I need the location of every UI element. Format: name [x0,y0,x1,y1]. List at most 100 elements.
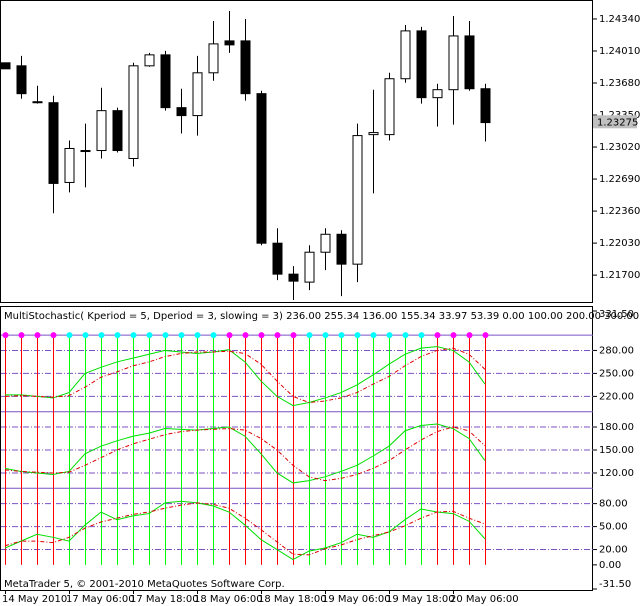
y-tick-label: 50.00 [599,522,628,533]
candle-body [48,102,59,184]
candle-body [448,35,459,91]
y-tick-label: 220.00 [599,391,634,402]
x-tick-label: 17 May 06:00 [66,594,135,605]
current-price-box [593,115,637,129]
stochastic-line [4,502,486,556]
y-tick-label: 250.00 [599,368,634,379]
candle-body [80,150,91,153]
y-tick-label: -31.50 [599,579,631,590]
signal-dot [450,332,457,339]
y-tick-label: 20.00 [599,545,628,556]
candle-body [112,110,123,152]
y-tick-label: 1.22360 [599,206,640,217]
signal-dot [34,332,41,339]
x-tick-label: 14 May 2010 [2,594,67,605]
y-tick-label: 1.22690 [599,174,640,185]
candle-body [32,101,43,104]
candle-body [0,62,11,70]
candle-body [256,93,267,244]
candle-body [432,89,443,99]
candle-body [384,78,395,136]
signal-dot [482,332,489,339]
candle-body [320,233,331,253]
x-tick-label: 18 May 18:00 [258,594,327,605]
signal-dot [50,332,57,339]
price-panel [0,0,593,303]
indicator-header: MultiStochastic( Kperiod = 5, Dperiod = … [4,311,642,322]
signal-dot [194,332,201,339]
x-tick-label: 20 May 06:00 [450,594,519,605]
x-tick-label: 19 May 06:00 [322,594,391,605]
y-tick-label: 1.22030 [599,238,640,249]
candle-body [176,107,187,117]
signal-dot [354,332,361,339]
y-tick-label: 1.24010 [599,46,640,57]
signal-dot [98,332,105,339]
candle-body [208,43,219,74]
candle-body [224,40,235,46]
x-tick-label: 19 May 18:00 [386,594,455,605]
candle-body [272,242,283,275]
signal-dot [66,332,73,339]
candle-body [160,54,171,109]
current-price-label: 1.23275 [597,117,638,128]
stochastic-line [4,423,486,484]
y-tick-label: 280.00 [599,345,634,356]
signal-dot [434,332,441,339]
candle-body [128,65,139,159]
candle-body [464,35,475,90]
signal-dot [210,332,217,339]
y-tick-label: 120.00 [599,468,634,479]
candle-body [352,135,363,265]
signal-dot [370,332,377,339]
candle-body [480,88,491,124]
signal-dot [130,332,137,339]
candle-body [144,54,155,67]
candle-body [336,233,347,265]
y-tick-label: 0.00 [599,560,621,571]
candle-body [368,132,379,136]
signal-dot [386,332,393,339]
candle-body [416,30,427,99]
signal-dot [466,332,473,339]
stochastic-line [4,500,486,561]
signal-dot [226,332,233,339]
candle-body [96,110,107,152]
signal-dot [418,332,425,339]
signal-dot [290,332,297,339]
y-tick-label: 1.23680 [599,78,640,89]
candle-body [400,30,411,80]
candle-body [240,40,251,95]
candle-body [304,251,315,283]
signal-dot [2,332,9,339]
signal-dot [258,332,265,339]
signal-dot [18,332,25,339]
signal-dot [178,332,185,339]
y-tick-label: 1.24340 [599,14,640,25]
signal-dot [114,332,121,339]
signal-dot [146,332,153,339]
y-tick-label: 1.23020 [599,142,640,153]
candle-body [192,72,203,117]
x-tick-label: 17 May 18:00 [130,594,199,605]
y-tick-label: 150.00 [599,445,634,456]
signal-dot [338,332,345,339]
stochastic-line [5,346,486,407]
candle-body [288,273,299,282]
candle-body [16,65,27,95]
stochastic-line [4,347,486,404]
signal-dot [82,332,89,339]
signal-dot [322,332,329,339]
y-tick-label: 1.21700 [599,270,640,281]
x-tick-label: 18 May 06:00 [194,594,263,605]
y-tick-label: 80.00 [599,499,628,510]
signal-dot [242,332,249,339]
signal-dot [402,332,409,339]
y-tick-label: 331.50 [599,309,634,320]
signal-dot [274,332,281,339]
y-tick-label: 180.00 [599,422,634,433]
stochastic-line [4,426,486,482]
candle-body [64,147,75,183]
signal-dot [162,332,169,339]
